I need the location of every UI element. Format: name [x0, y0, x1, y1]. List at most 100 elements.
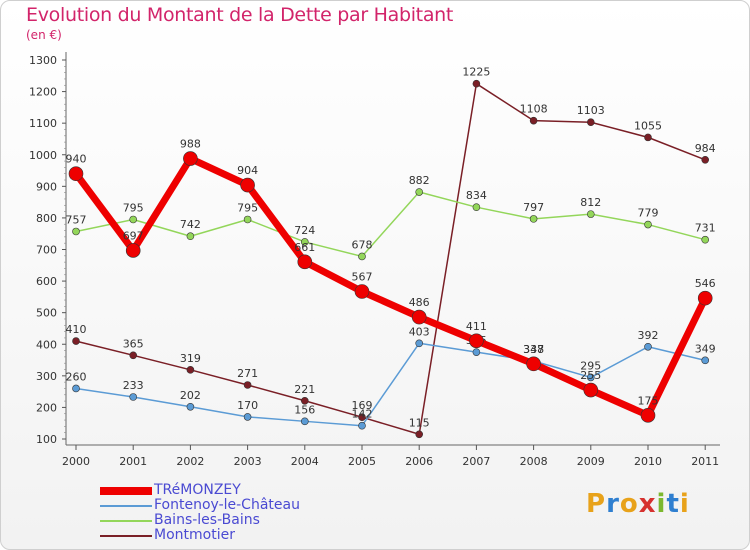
data-point [300, 396, 309, 405]
data-label: 169 [352, 399, 373, 412]
data-label: 882 [409, 174, 430, 187]
data-point [186, 402, 195, 411]
x-tick-label: 2011 [691, 455, 719, 468]
data-label: 271 [237, 367, 258, 380]
logo-letter: x [638, 489, 657, 519]
data-point [640, 408, 656, 423]
y-tick-label: 1100 [29, 117, 57, 130]
x-tick-label: 2004 [291, 455, 319, 468]
data-label: 1055 [634, 119, 662, 132]
x-tick-label: 2003 [234, 455, 262, 468]
data-label: 1103 [577, 104, 605, 117]
data-point [415, 339, 424, 348]
data-point [186, 232, 195, 241]
x-tick-label: 2006 [405, 455, 433, 468]
data-point [72, 337, 80, 345]
data-label: 1225 [462, 66, 490, 79]
series-line [72, 155, 709, 419]
data-point [358, 421, 366, 430]
y-tick-label: 700 [36, 244, 57, 257]
data-point [243, 413, 252, 421]
logo-letter: P [586, 489, 607, 519]
x-tick-label: 2001 [119, 455, 147, 468]
data-point [243, 381, 252, 389]
y-tick-label: 600 [36, 275, 57, 288]
x-tick-label: 2010 [634, 455, 662, 468]
data-label: 1108 [520, 103, 548, 116]
data-point [529, 116, 538, 125]
data-point [526, 356, 541, 372]
logo-letter: r [606, 489, 620, 519]
data-point [644, 342, 652, 351]
data-label: 678 [352, 238, 373, 251]
data-point [358, 413, 366, 422]
data-label: 319 [180, 352, 201, 365]
legend-label: Bains-les-Bains [154, 512, 260, 528]
data-point [472, 79, 481, 88]
data-label: 661 [294, 241, 315, 254]
data-label: 365 [123, 337, 144, 350]
y-tick-label: 1300 [29, 54, 57, 67]
data-point [72, 384, 80, 393]
data-point [300, 417, 309, 426]
data-label: 175 [638, 394, 659, 407]
y-tick-label: 1000 [29, 149, 57, 162]
legend-swatch [100, 487, 152, 495]
data-point [300, 238, 309, 246]
y-tick-label: 400 [36, 338, 57, 351]
legend-swatch [100, 535, 152, 537]
data-point [125, 243, 141, 258]
data-point [358, 252, 366, 261]
data-label: 170 [237, 399, 258, 412]
data-point [297, 254, 313, 270]
data-label: 795 [123, 201, 144, 214]
legend-label: Montmotier [154, 527, 235, 543]
data-label: 255 [580, 369, 601, 382]
legend-label: TRéMONZEY [154, 482, 241, 498]
data-label: 724 [294, 224, 315, 237]
chart-subtitle: (en €) [26, 28, 62, 42]
y-tick-label: 900 [36, 180, 57, 193]
logo-letter: t [666, 489, 680, 519]
data-label: 834 [466, 189, 487, 202]
data-label: 757 [66, 213, 87, 226]
logo-letter: i [656, 489, 667, 519]
data-point [129, 215, 137, 224]
data-point [72, 227, 80, 236]
data-point [68, 166, 84, 181]
data-point [186, 366, 195, 374]
series-line [75, 82, 706, 436]
data-label: 411 [466, 320, 487, 333]
data-label: 392 [638, 329, 659, 342]
data-point [586, 210, 595, 218]
data-point [129, 393, 137, 401]
data-point [586, 373, 595, 382]
legend-label: Fontenoy-le-Château [154, 497, 300, 513]
y-tick-label: 800 [36, 212, 57, 225]
x-tick-label: 2005 [348, 455, 376, 468]
data-point [472, 203, 481, 211]
chart-title: Evolution du Montant de la Dette par Hab… [26, 4, 454, 26]
x-tick-label: 2007 [462, 455, 490, 468]
x-tick-label: 2008 [520, 455, 548, 468]
series-line [75, 191, 706, 258]
data-label: 812 [580, 196, 601, 209]
y-tick-label: 200 [36, 401, 57, 414]
data-label: 731 [695, 222, 716, 235]
data-label: 940 [66, 153, 87, 166]
data-point [644, 220, 652, 229]
data-label: 347 [523, 343, 544, 356]
y-tick-label: 1200 [29, 86, 57, 99]
data-label: 984 [695, 142, 716, 155]
data-label: 410 [66, 323, 87, 336]
data-label: 295 [580, 359, 601, 372]
data-label: 697 [123, 229, 144, 242]
series-line [75, 342, 706, 427]
data-point [243, 215, 252, 224]
data-point [644, 133, 652, 142]
x-tick-label: 2009 [577, 455, 605, 468]
data-label: 795 [237, 201, 258, 214]
y-tick-label: 500 [36, 307, 57, 320]
